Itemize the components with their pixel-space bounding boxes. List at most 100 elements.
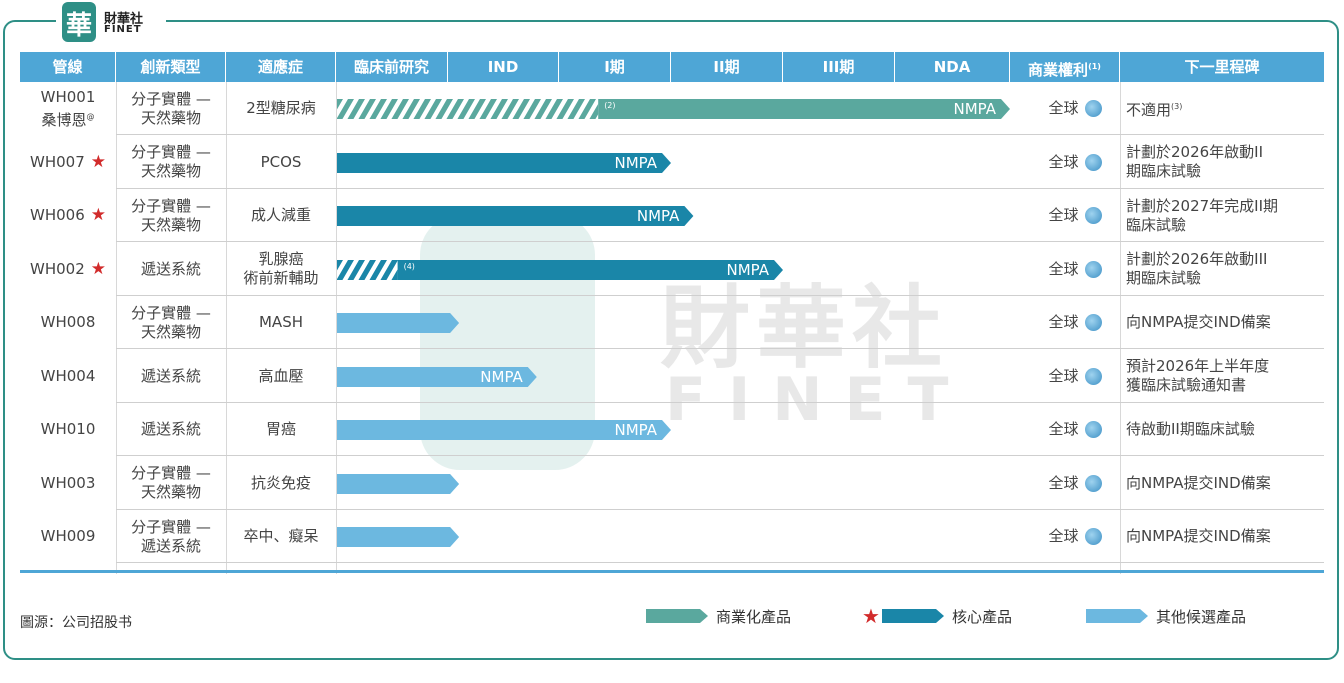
globe-icon bbox=[1084, 474, 1102, 492]
pipeline-cell: WH007 ★ bbox=[20, 136, 116, 189]
legend-other-label: 其他候選產品 bbox=[1156, 607, 1247, 626]
row-divider bbox=[116, 562, 1324, 563]
indication-lines: 胃癌 bbox=[266, 420, 296, 439]
rights-text: 全球 bbox=[1048, 313, 1079, 331]
progress-arrow bbox=[337, 527, 460, 547]
next-milestone-lines: 不適用(3) bbox=[1126, 97, 1182, 120]
bar-label: NMPA bbox=[726, 260, 769, 279]
category-lines: 分子實體 — 天然藥物 bbox=[131, 197, 211, 235]
rights-text: 全球 bbox=[1048, 366, 1079, 385]
progress-bar-other: NMPA bbox=[337, 420, 673, 440]
category-lines: 遞送系統 bbox=[141, 420, 201, 439]
rights-text: 全球 bbox=[1048, 473, 1079, 492]
bar-label: NMPA bbox=[480, 367, 523, 386]
next-milestone-lines: 計劃於2027年完成II期 臨床試驗 bbox=[1126, 197, 1278, 235]
table-row: WH003 分子實體 — 天然藥物 抗炎免疫 全球 向NMPA提交IND備案 bbox=[20, 457, 1324, 510]
pipeline-cell: WH003 bbox=[20, 457, 116, 510]
pipeline-id: WH006 bbox=[30, 206, 85, 224]
pipeline-subname-mark: @ bbox=[86, 111, 95, 121]
pipeline-id: WH008 bbox=[40, 313, 96, 331]
indication-cell: 乳腺癌 術前新輔助 bbox=[226, 243, 336, 296]
next-milestone-text: 期臨床試驗 bbox=[1126, 269, 1202, 287]
rights-cell: 全球 bbox=[1030, 243, 1120, 296]
table-row: WH002 ★ 遞送系統 乳腺癌 術前新輔助 NMPA (4) 全球 計劃於2026年啟動III… bbox=[20, 243, 1324, 296]
outer-frame bbox=[3, 20, 1339, 660]
row-divider bbox=[116, 508, 1324, 510]
next-milestone-line: 計劃於2026年啟動III bbox=[1126, 250, 1267, 269]
col-sep bbox=[336, 82, 337, 574]
star-icon: ★ bbox=[90, 151, 106, 172]
pipeline-id-wrap: WH001 bbox=[41, 88, 96, 107]
category-lines: 遞送系統 bbox=[141, 367, 201, 386]
header-phase2: II期 bbox=[671, 52, 783, 82]
header-nda: NDA bbox=[895, 52, 1010, 82]
table-row: WH009 分子實體 — 遞送系統 卒中、癡呆 全球 向NMPA提交IND備案 bbox=[20, 510, 1324, 563]
progress-arrow bbox=[337, 152, 671, 173]
pipeline-cell: WH001 桑博恩@ bbox=[20, 82, 116, 135]
rights-cell: 全球 bbox=[1030, 403, 1120, 456]
category-line: 分子實體 — bbox=[131, 89, 211, 108]
bar-label: NMPA bbox=[614, 421, 657, 439]
indication-lines: 高血壓 bbox=[258, 367, 303, 386]
progress-bar-other bbox=[337, 473, 461, 494]
rights-cell: 全球 bbox=[1030, 82, 1120, 135]
rights-text: 全球 bbox=[1048, 527, 1079, 545]
indication-line: 乳腺癌 bbox=[258, 250, 304, 268]
header-preclinical: 臨床前研究 bbox=[336, 52, 448, 82]
category-cell: 分子實體 — 天然藥物 bbox=[116, 136, 226, 189]
next-milestone-cell: 計劃於2026年啟動III 期臨床試驗 bbox=[1126, 243, 1316, 296]
globe-icon bbox=[1084, 367, 1102, 385]
pipeline-id-wrap: WH008 bbox=[41, 313, 96, 332]
pipeline-cell: WH002 ★ bbox=[20, 243, 116, 296]
progress-arrow bbox=[337, 206, 694, 226]
rights-text: 全球 bbox=[1048, 259, 1079, 278]
category-line: 分子實體 — bbox=[131, 303, 211, 322]
bar-label: NMPA bbox=[953, 100, 996, 118]
globe-icon bbox=[1084, 528, 1102, 545]
rights-text: 全球 bbox=[1048, 420, 1079, 438]
progress-bar-core: NMPA bbox=[337, 152, 673, 173]
next-milestone-text: 計劃於2027年完成II期 bbox=[1126, 196, 1279, 215]
category-cell: 遞送系統 bbox=[116, 243, 226, 296]
indication-line: PCOS bbox=[260, 152, 302, 171]
next-milestone-lines: 向NMPA提交IND備案 bbox=[1126, 313, 1271, 332]
col-sep bbox=[226, 82, 227, 574]
progress-arrow-body bbox=[337, 313, 460, 333]
pipeline-cell: WH010 bbox=[20, 403, 116, 456]
next-milestone-text: 不適用 bbox=[1126, 101, 1172, 119]
next-milestone-text: 向NMPA提交IND備案 bbox=[1126, 313, 1271, 331]
indication-lines: 抗炎免疫 bbox=[251, 474, 311, 493]
header-rights: 商業權利(1) bbox=[1010, 52, 1120, 82]
progress-arrow-body bbox=[598, 99, 1010, 119]
header-pipeline: 管線 bbox=[20, 52, 116, 82]
globe-icon bbox=[1084, 100, 1102, 117]
next-milestone-text: 向NMPA提交IND備案 bbox=[1126, 527, 1271, 545]
progress-bar-other: NMPA bbox=[337, 366, 539, 387]
rights-cell: 全球 bbox=[1030, 457, 1120, 510]
rights-cell: 全球 bbox=[1030, 189, 1120, 242]
progress-arrow bbox=[337, 99, 1010, 119]
pipeline-id: WH001 bbox=[40, 87, 96, 106]
category-line: 天然藥物 bbox=[140, 215, 201, 234]
category-line: 天然藥物 bbox=[140, 322, 201, 341]
pipeline-id-wrap: WH010 bbox=[41, 420, 96, 439]
category-line: 分子實體 — bbox=[131, 196, 211, 215]
indication-line: 術前新輔助 bbox=[243, 269, 319, 287]
star-icon: ★ bbox=[90, 258, 106, 279]
rights-text: 全球 bbox=[1048, 206, 1079, 224]
indication-cell: 2型糖尿病 bbox=[226, 82, 336, 135]
next-milestone-cell: 向NMPA提交IND備案 bbox=[1126, 457, 1316, 510]
next-milestone-line: 期臨床試驗 bbox=[1126, 162, 1263, 181]
category-cell: 分子實體 — 天然藥物 bbox=[116, 189, 226, 242]
pipeline-id: WH004 bbox=[40, 366, 96, 385]
header-category: 創新類型 bbox=[116, 52, 226, 82]
header-phase3: III期 bbox=[783, 52, 895, 82]
next-milestone-line: 期臨床試驗 bbox=[1126, 269, 1267, 288]
pipeline-subname-text: 桑博恩 bbox=[41, 110, 87, 129]
progress-arrow-body bbox=[337, 366, 537, 387]
progress-arrow bbox=[337, 473, 460, 494]
indication-cell: 胃癌 bbox=[226, 403, 336, 456]
next-milestone-cell: 預計2026年上半年度 獲臨床試驗通知書 bbox=[1126, 350, 1316, 403]
finet-logo: 華 財華社 FINET bbox=[56, 0, 166, 44]
progress-arrow-body bbox=[337, 527, 460, 547]
